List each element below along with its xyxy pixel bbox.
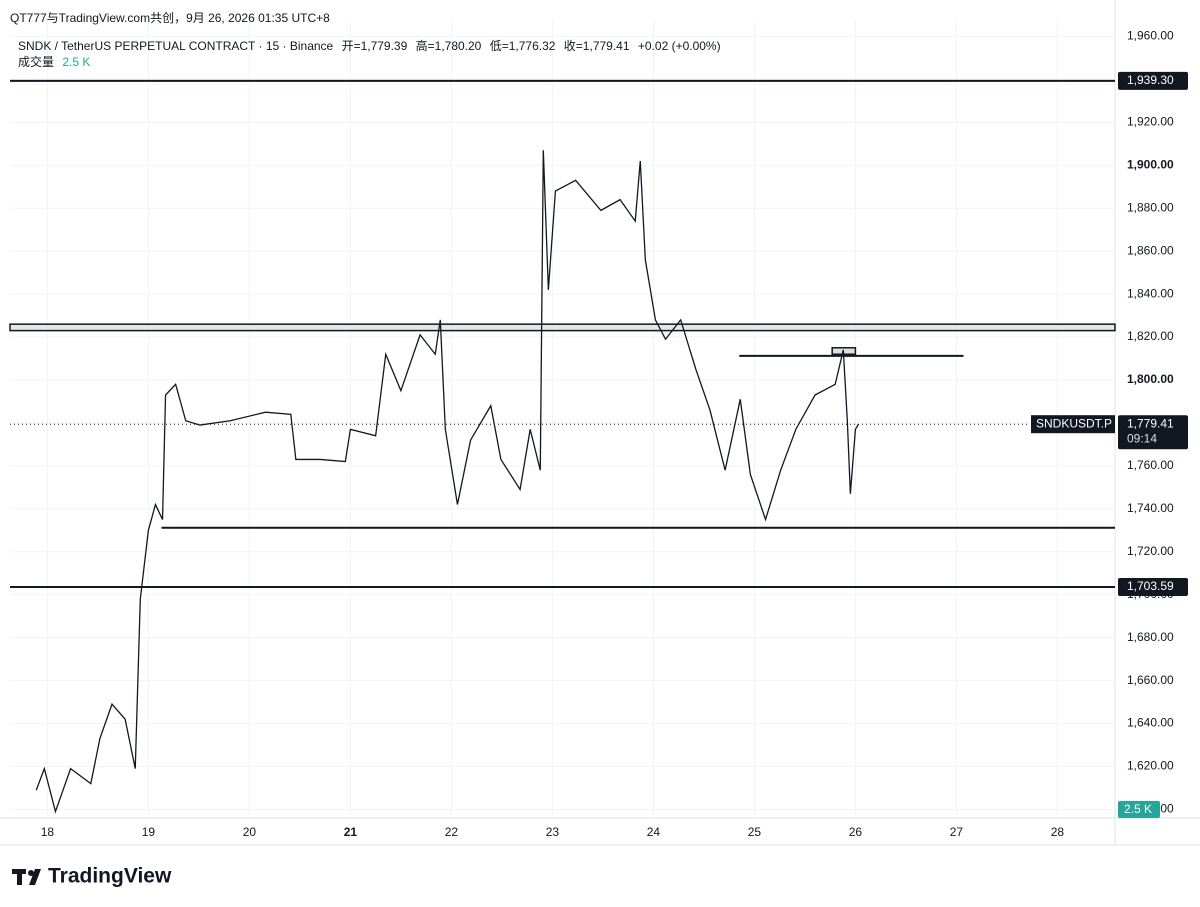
- price-label: 1,779.41: [1127, 416, 1174, 430]
- volume-value: 2.5 K: [62, 55, 91, 69]
- ohlc: 低=1,776.32: [489, 39, 556, 53]
- symbol-badge: [1031, 415, 1115, 434]
- y-tick-label: 1,600.00: [1127, 802, 1174, 816]
- symbol-label: SNDKUSDT.P: [1036, 416, 1112, 430]
- level-label: 1,703.59: [1127, 579, 1174, 593]
- countdown-label: 09:14: [1127, 431, 1157, 445]
- level-badge: [1118, 577, 1188, 596]
- x-tick-label: 28: [1051, 825, 1065, 839]
- ohlc: 高=1,780.20: [415, 39, 482, 53]
- y-tick-label: 1,640.00: [1127, 716, 1174, 730]
- brand: TradingView: [48, 865, 172, 888]
- y-tick-label: 1,940.00: [1127, 72, 1174, 86]
- level-badge: [1118, 71, 1188, 90]
- volume-label: 成交量: [18, 55, 55, 69]
- y-tick-label: 1,720.00: [1127, 544, 1174, 558]
- x-tick-label: 25: [748, 825, 762, 839]
- x-tick-label: 27: [950, 825, 964, 839]
- y-tick-label: 1,960.00: [1127, 29, 1174, 43]
- y-tick-label: 1,880.00: [1127, 200, 1174, 214]
- y-tick-label: 1,700.00: [1127, 587, 1174, 601]
- watermark: QT777与TradingView.com共创，9月 26, 2026 01:3…: [10, 11, 330, 25]
- price-badge: [1118, 415, 1188, 450]
- x-tick-label: 20: [243, 825, 257, 839]
- legend-line: SNDK / TetherUS PERPETUAL CONTRACT · 15 …: [18, 37, 726, 54]
- x-tick-label: 22: [445, 825, 459, 839]
- zone: [9, 323, 1116, 332]
- ohlc: 开=1,779.39: [341, 39, 408, 53]
- marker-box: [831, 347, 857, 355]
- y-tick-label: 1,780.00: [1127, 415, 1174, 429]
- ohlc: +0.02 (+0.00%): [637, 39, 721, 53]
- y-tick-label: 1,820.00: [1127, 329, 1174, 343]
- x-tick-label: 23: [546, 825, 560, 839]
- x-tick-label: 24: [647, 825, 661, 839]
- x-tick-label: 18: [41, 825, 55, 839]
- volume-badge: [1118, 801, 1160, 818]
- symbol-title: SNDK / TetherUS PERPETUAL CONTRACT · 15 …: [18, 39, 334, 53]
- volume-badge-label: 2.5 K: [1124, 802, 1152, 816]
- price-line: [35, 150, 860, 814]
- y-tick-label: 1,620.00: [1127, 759, 1174, 773]
- y-tick-label: 1,900.00: [1127, 157, 1174, 171]
- y-tick-label: 1,860.00: [1127, 243, 1174, 257]
- x-tick-label: 21: [344, 825, 358, 839]
- y-tick-label: 1,840.00: [1127, 286, 1174, 300]
- y-tick-label: 1,920.00: [1127, 114, 1174, 128]
- y-tick-label: 1,660.00: [1127, 673, 1174, 687]
- y-tick-label: 1,760.00: [1127, 458, 1174, 472]
- y-tick-label: 1,680.00: [1127, 630, 1174, 644]
- ohlc: 收=1,779.41: [563, 39, 630, 53]
- brand-logo: [12, 869, 41, 885]
- y-tick-label: 1,800.00: [1127, 372, 1174, 386]
- x-tick-label: 26: [849, 825, 863, 839]
- x-tick-label: 19: [142, 825, 156, 839]
- level-label: 1,939.30: [1127, 73, 1174, 87]
- y-tick-label: 1,740.00: [1127, 501, 1174, 515]
- volume-legend: 成交量 2.5 K: [18, 53, 95, 70]
